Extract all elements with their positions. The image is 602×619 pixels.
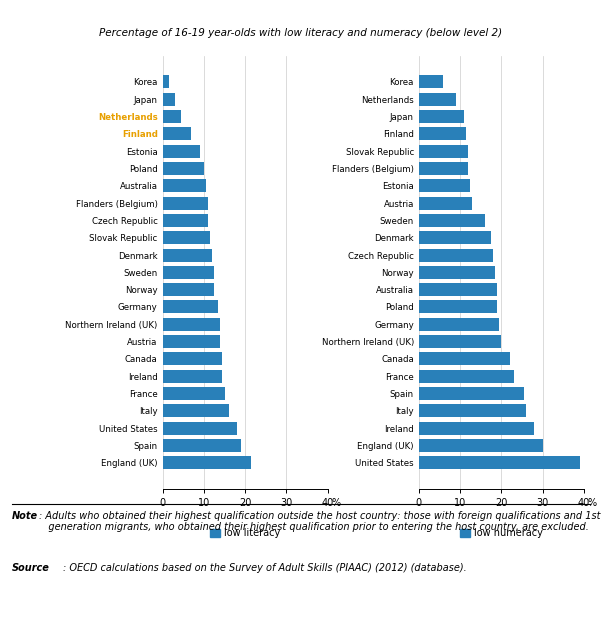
Bar — [418, 404, 526, 417]
Bar — [163, 266, 214, 279]
Bar — [418, 162, 468, 175]
Bar — [163, 456, 252, 469]
Bar — [163, 214, 208, 227]
Bar — [163, 300, 219, 313]
Bar — [418, 110, 464, 123]
Text: : Adults who obtained their highest qualification outside the host country: thos: : Adults who obtained their highest qual… — [39, 511, 601, 532]
Text: Source: Source — [12, 563, 50, 573]
Bar — [418, 180, 470, 193]
Bar — [163, 422, 237, 435]
Bar — [163, 318, 220, 331]
Bar — [163, 145, 200, 158]
Bar — [418, 352, 509, 365]
Bar — [418, 76, 444, 89]
Bar — [163, 128, 191, 141]
Bar — [418, 422, 535, 435]
Text: Percentage of 16-19 year-olds with low literacy and numeracy (below level 2): Percentage of 16-19 year-olds with low l… — [99, 28, 503, 38]
Bar — [163, 232, 210, 245]
Legend: low literacy: low literacy — [206, 524, 284, 542]
Bar — [163, 93, 175, 106]
Bar — [163, 76, 169, 89]
Bar — [163, 197, 208, 210]
Legend: low numeracy: low numeracy — [456, 524, 547, 542]
Bar — [418, 300, 497, 313]
Text: %: % — [587, 498, 597, 508]
Bar — [163, 283, 214, 296]
Text: : OECD calculations based on the Survey of Adult Skills (PIAAC) (2012) (database: : OECD calculations based on the Survey … — [63, 563, 467, 573]
Bar — [163, 249, 212, 262]
Bar — [418, 197, 473, 210]
Bar — [418, 370, 514, 383]
Bar — [418, 128, 466, 141]
Bar — [418, 318, 499, 331]
Bar — [418, 249, 493, 262]
Bar — [418, 214, 485, 227]
Bar — [418, 439, 542, 452]
Bar — [163, 370, 223, 383]
Text: %: % — [331, 498, 340, 508]
Bar — [163, 335, 220, 348]
Bar — [163, 162, 204, 175]
Bar — [418, 283, 497, 296]
Text: Note: Note — [12, 511, 38, 521]
Bar — [163, 387, 225, 400]
Bar — [163, 110, 181, 123]
Bar — [418, 387, 524, 400]
Bar — [163, 439, 241, 452]
Bar — [163, 180, 206, 193]
Bar — [418, 266, 495, 279]
Bar — [418, 93, 456, 106]
Bar — [163, 404, 229, 417]
Bar — [418, 232, 491, 245]
Bar — [163, 352, 223, 365]
Bar — [418, 145, 468, 158]
Bar — [418, 335, 501, 348]
Bar — [418, 456, 580, 469]
